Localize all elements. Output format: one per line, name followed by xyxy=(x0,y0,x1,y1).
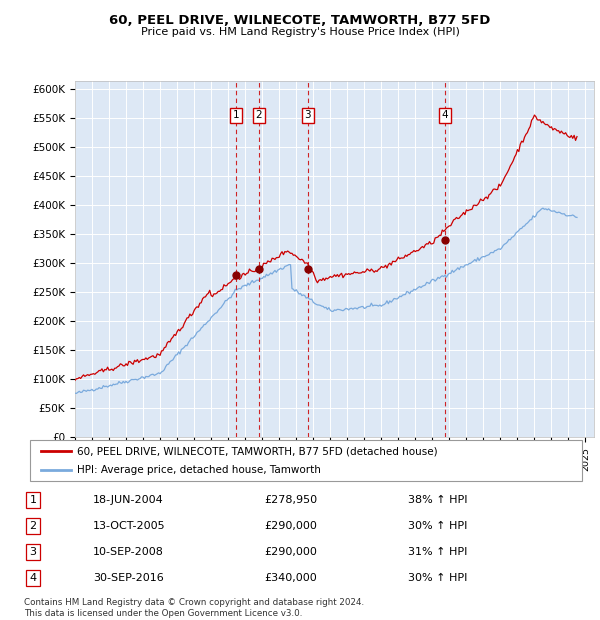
Text: Contains HM Land Registry data © Crown copyright and database right 2024.
This d: Contains HM Land Registry data © Crown c… xyxy=(24,598,364,618)
Text: 30-SEP-2016: 30-SEP-2016 xyxy=(93,573,164,583)
Text: 30% ↑ HPI: 30% ↑ HPI xyxy=(408,521,467,531)
Text: 10-SEP-2008: 10-SEP-2008 xyxy=(93,547,164,557)
Text: £278,950: £278,950 xyxy=(264,495,317,505)
Text: 2: 2 xyxy=(29,521,37,531)
Text: 60, PEEL DRIVE, WILNECOTE, TAMWORTH, B77 5FD (detached house): 60, PEEL DRIVE, WILNECOTE, TAMWORTH, B77… xyxy=(77,446,437,456)
Text: 3: 3 xyxy=(29,547,37,557)
Text: 31% ↑ HPI: 31% ↑ HPI xyxy=(408,547,467,557)
Text: 3: 3 xyxy=(305,110,311,120)
Text: 1: 1 xyxy=(233,110,239,120)
Text: £290,000: £290,000 xyxy=(264,547,317,557)
Text: 4: 4 xyxy=(29,573,37,583)
Text: 60, PEEL DRIVE, WILNECOTE, TAMWORTH, B77 5FD: 60, PEEL DRIVE, WILNECOTE, TAMWORTH, B77… xyxy=(109,14,491,27)
Text: Price paid vs. HM Land Registry's House Price Index (HPI): Price paid vs. HM Land Registry's House … xyxy=(140,27,460,37)
Text: 2: 2 xyxy=(255,110,262,120)
Text: 1: 1 xyxy=(29,495,37,505)
Text: 4: 4 xyxy=(442,110,448,120)
Text: £340,000: £340,000 xyxy=(264,573,317,583)
Text: 18-JUN-2004: 18-JUN-2004 xyxy=(93,495,164,505)
Text: 30% ↑ HPI: 30% ↑ HPI xyxy=(408,573,467,583)
Text: 13-OCT-2005: 13-OCT-2005 xyxy=(93,521,166,531)
Text: HPI: Average price, detached house, Tamworth: HPI: Average price, detached house, Tamw… xyxy=(77,466,321,476)
Text: £290,000: £290,000 xyxy=(264,521,317,531)
Text: 38% ↑ HPI: 38% ↑ HPI xyxy=(408,495,467,505)
